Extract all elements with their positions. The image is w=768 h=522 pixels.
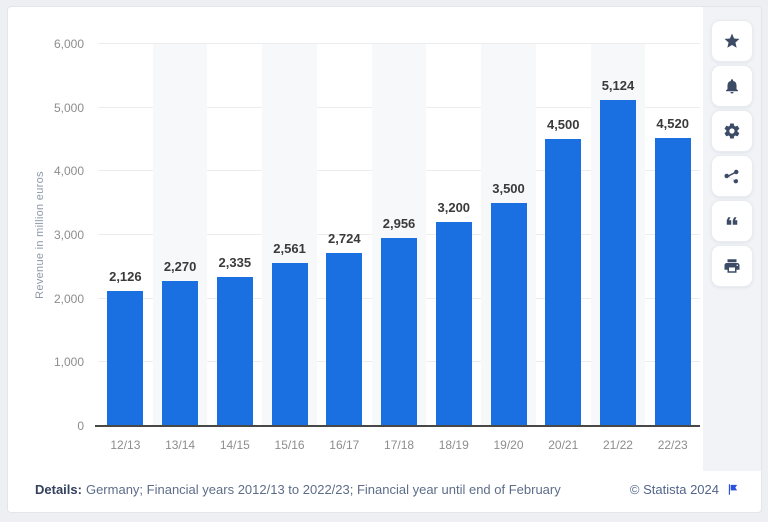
x-tick-label: 19/20	[493, 438, 524, 452]
gear-icon	[724, 123, 740, 139]
chart-column: 2,561 15/16	[262, 44, 317, 452]
chart-column: 2,724 16/17	[317, 44, 372, 452]
details-bar: Details: Germany; Financial years 2012/13…	[8, 471, 761, 512]
x-tick-label: 20/21	[548, 438, 579, 452]
x-tick-label: 22/23	[657, 438, 688, 452]
bar[interactable]	[326, 253, 363, 426]
chart-column: 2,126 12/13	[98, 44, 153, 452]
copyright-text: © Statista 2024	[629, 482, 719, 497]
columns-layer: 2,126 12/13 2,270 13/14 2,335 14/15 2,561 15/16…	[98, 44, 700, 452]
bar[interactable]	[381, 238, 418, 426]
chart-column: 3,200 18/19	[426, 44, 481, 452]
chart-column: 4,500 20/21	[536, 44, 591, 452]
y-tick-label: 6,000	[53, 37, 84, 51]
x-axis-line	[95, 425, 700, 427]
flag-icon	[728, 484, 738, 495]
y-axis-title: Revenue in million euros	[34, 171, 46, 299]
bar[interactable]	[490, 203, 527, 426]
notifications-button[interactable]	[711, 65, 753, 107]
chart-column: 2,956 17/18	[371, 44, 427, 452]
y-tick-label: 4,000	[53, 164, 84, 179]
bar[interactable]	[599, 100, 636, 426]
chart-card: Revenue in million euros 0 1,000 2,000 3,00…	[7, 6, 762, 513]
chart-column: 5,124 21/22	[590, 44, 646, 452]
bar-value-label: 2,270	[163, 259, 197, 274]
chart-column: 2,270 13/14	[152, 44, 208, 452]
bar-value-label: 2,126	[109, 269, 142, 284]
printer-icon	[724, 259, 740, 273]
bar[interactable]	[435, 222, 472, 426]
details-value: Germany; Financial years 2012/13 to 2022…	[85, 482, 561, 497]
gridline	[98, 43, 700, 44]
bar-value-label: 3,200	[437, 200, 471, 215]
plot-area: 0 1,000 2,000 3,000 4,000 5,000 6,000 2,126 12/…	[54, 37, 700, 452]
share-icon	[724, 169, 739, 184]
action-toolbar	[703, 7, 761, 471]
x-tick-label: 16/17	[329, 438, 360, 452]
chart-column: 2,335 14/15	[207, 44, 262, 452]
bar[interactable]	[162, 281, 199, 426]
bar[interactable]	[654, 138, 691, 426]
details-text: Details: Germany; Financial years 2012/13…	[35, 482, 561, 497]
bar[interactable]	[545, 139, 582, 426]
x-tick-label: 14/15	[219, 438, 250, 452]
chart-column: 3,500 19/20	[481, 44, 536, 452]
y-tick-label: 5,000	[53, 100, 84, 115]
bar-value-label: 2,724	[328, 231, 361, 246]
x-tick-label: 21/22	[602, 438, 633, 452]
print-button[interactable]	[711, 245, 753, 287]
y-tick-label: 1,000	[53, 355, 84, 370]
bar-value-label: 2,956	[382, 216, 416, 231]
chart-main-row: Revenue in million euros 0 1,000 2,000 3,00…	[8, 7, 761, 471]
bar-chart: Revenue in million euros 0 1,000 2,000 3,00…	[8, 7, 703, 471]
bar-value-label: 2,561	[273, 241, 306, 256]
bar-value-label: 2,335	[218, 255, 252, 270]
bar-value-label: 4,500	[546, 117, 580, 132]
bell-icon	[726, 79, 738, 94]
statista-copyright-link[interactable]: © Statista 2024	[630, 482, 739, 497]
details-label: Details:	[35, 482, 82, 497]
x-tick-label: 17/18	[384, 438, 415, 452]
y-tick-label: 0	[77, 419, 84, 433]
settings-button[interactable]	[711, 110, 753, 152]
cite-button[interactable]	[711, 200, 753, 242]
x-tick-label: 12/13	[110, 438, 141, 452]
bar[interactable]	[271, 263, 308, 426]
bar-value-label: 5,124	[601, 78, 635, 93]
x-tick-label: 18/19	[438, 438, 469, 452]
favorite-button[interactable]	[711, 20, 753, 62]
bar-value-label: 3,500	[492, 181, 525, 196]
quote-icon	[726, 217, 738, 225]
y-tick-label: 3,000	[53, 228, 84, 242]
bar-value-label: 4,520	[656, 116, 689, 131]
star-icon	[724, 33, 740, 48]
share-button[interactable]	[711, 155, 753, 197]
bar[interactable]	[107, 291, 144, 426]
x-tick-label: 15/16	[274, 438, 305, 452]
bar[interactable]	[216, 277, 253, 426]
y-tick-label: 2,000	[53, 291, 84, 306]
x-tick-label: 13/14	[165, 438, 196, 452]
chart-column: 4,520 22/23	[645, 44, 700, 452]
